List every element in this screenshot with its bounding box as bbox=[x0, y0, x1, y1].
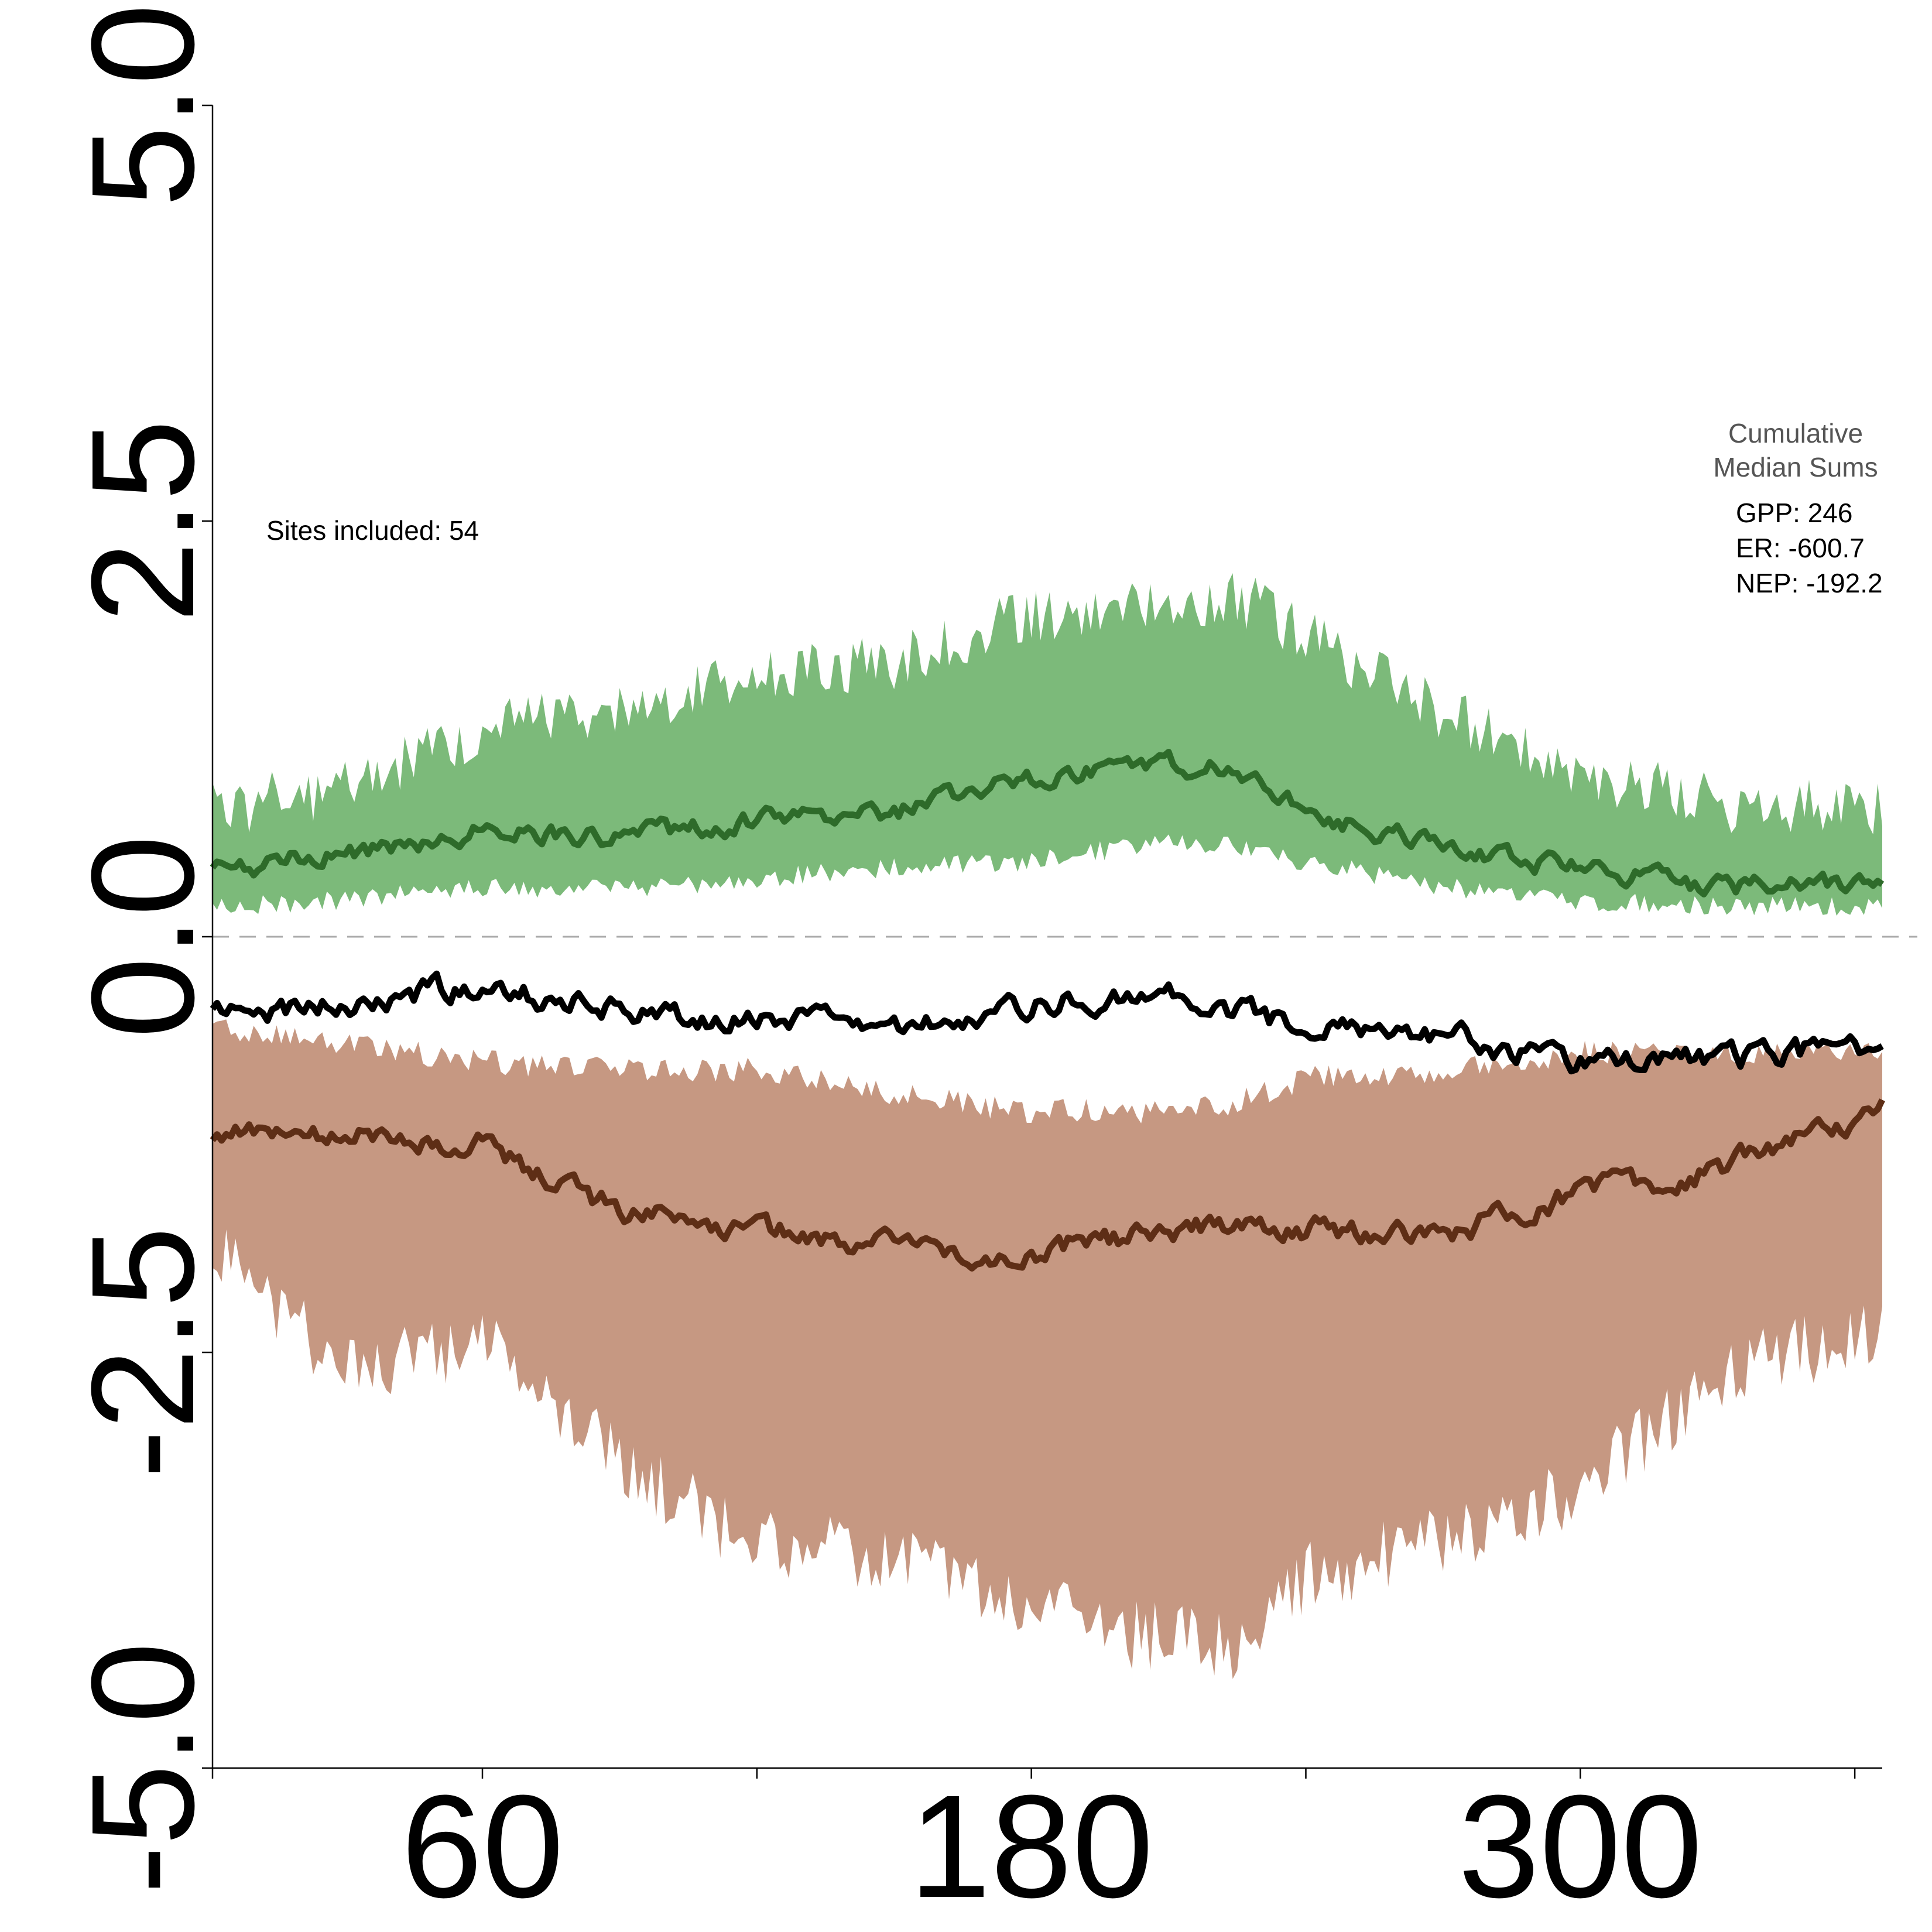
legend-nep: NEP: -192.2 bbox=[1736, 568, 1883, 598]
sites-annotation: Sites included: 54 bbox=[266, 515, 479, 546]
y-tick-label: 0.0 bbox=[61, 835, 224, 1039]
legend-title-line1: Cumulative bbox=[1728, 418, 1863, 448]
line-layer bbox=[210, 749, 1885, 1272]
er-median-line bbox=[210, 1098, 1885, 1272]
legend: Cumulative Median Sums GPP: 246 ER: -600… bbox=[1713, 418, 1882, 598]
gpp-band bbox=[213, 573, 1882, 916]
axes-layer: -5.0 -2.5 0.0 2.5 5.0 60 180 300 bbox=[61, 4, 1917, 1928]
nep-median-line bbox=[210, 970, 1884, 1075]
x-tick-label: 180 bbox=[909, 1765, 1153, 1928]
gpp-median-line bbox=[210, 749, 1885, 898]
y-tick-label: -5.0 bbox=[61, 1642, 224, 1895]
band-layer bbox=[213, 573, 1882, 1679]
y-tick-label: 2.5 bbox=[61, 419, 224, 623]
legend-er: ER: -600.7 bbox=[1736, 533, 1865, 563]
legend-gpp: GPP: 246 bbox=[1736, 498, 1852, 528]
x-tick-label: 300 bbox=[1458, 1765, 1703, 1928]
x-tick-label: 60 bbox=[401, 1765, 564, 1928]
er-band bbox=[213, 1019, 1882, 1679]
legend-title-line2: Median Sums bbox=[1713, 452, 1878, 482]
y-tick-label: 5.0 bbox=[61, 4, 224, 207]
y-tick-label: -2.5 bbox=[61, 1227, 224, 1479]
